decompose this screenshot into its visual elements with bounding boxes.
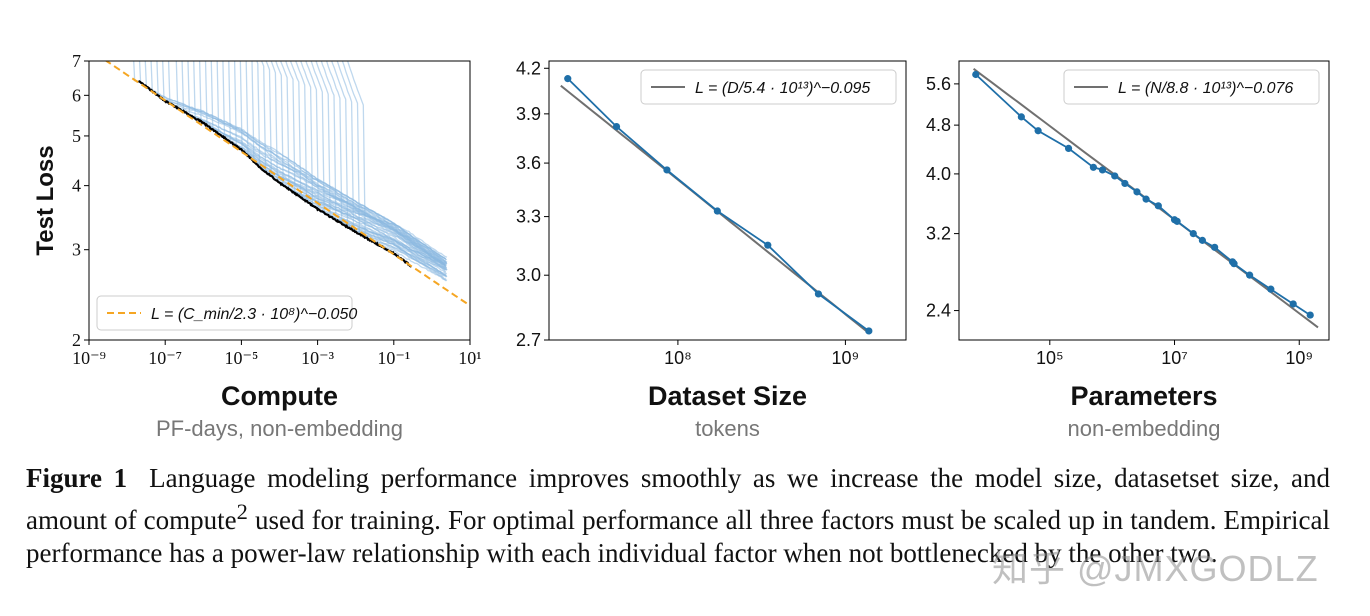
compute-efficient-frontier: [137, 79, 412, 268]
x-axis-label: Dataset Size: [648, 381, 807, 411]
legend-box: [640, 69, 897, 105]
legend-label: L = (N/8.8 · 10¹³)^−0.076: [1118, 80, 1293, 97]
y-tick-label: 2.4: [926, 301, 951, 321]
y-tick-label: 5.6: [926, 74, 951, 94]
y-tick-label: 3.2: [926, 224, 951, 244]
data-point: [814, 290, 823, 298]
y-tick-label: 4.2: [516, 58, 541, 78]
watermark: 知乎 @JMXGODLZ: [992, 548, 1319, 589]
panel-1-frame: [88, 60, 471, 341]
data-point: [1211, 243, 1219, 251]
data-point: [663, 166, 671, 174]
y-tick-label: 3: [72, 240, 81, 260]
panel-2-axes: 10⁸ 10⁹ 2.7 3.0 3.3 3.6 3.9 4.2 Dataset Size toke…: [516, 58, 907, 441]
x-tick-label: 10⁻⁵: [225, 348, 259, 368]
legend-label: L = (D/5.4 · 10¹³)^−0.095: [695, 80, 870, 97]
x-axis-sublabel: PF-days, non-embedding: [156, 416, 403, 441]
data-point: [1142, 195, 1150, 203]
run-curve: [280, 61, 448, 263]
panel-2-frame: [548, 60, 907, 341]
caption-footnote-mark: 2: [236, 499, 248, 524]
y-tick-label: 4: [72, 176, 81, 196]
x-tick-label: 10⁻⁷: [148, 348, 182, 368]
x-axis-sublabel: tokens: [695, 416, 760, 441]
x-tick-label: 10⁷: [1161, 348, 1188, 368]
x-tick-label: 10⁵: [1036, 348, 1063, 368]
figure-canvas: 10⁻⁹ 10⁻⁷ 10⁻⁵ 10⁻³ 10⁻¹ 10¹ 2 3 4 5 6 7 Compute PF-d…: [32, 51, 1330, 441]
run-curve: [331, 61, 448, 269]
x-tick-label: 10⁹: [832, 348, 860, 368]
run-curve: [315, 61, 447, 265]
y-axis-label: Test Loss: [32, 145, 59, 255]
data-point: [1133, 188, 1141, 196]
y-tick-label: 6: [72, 85, 81, 105]
legend-label: L = (C_min/2.3 · 10⁸)^−0.050: [151, 306, 357, 323]
panel-3-legend: L = (N/8.8 · 10¹³)^−0.076: [1063, 69, 1320, 105]
data-point: [1098, 166, 1107, 174]
data-point: [865, 327, 873, 335]
panel-2-plot: [560, 75, 873, 335]
data-point: [1230, 260, 1238, 268]
run-curve: [285, 61, 446, 267]
data-point: [972, 70, 980, 79]
y-tick-label: 3.0: [516, 265, 541, 285]
data-point: [1121, 179, 1129, 188]
data-point: [1289, 300, 1297, 308]
x-tick-label: 10¹: [458, 348, 481, 368]
data-point: [764, 241, 772, 249]
y-tick-label: 7: [72, 51, 81, 71]
data-point: [1267, 285, 1275, 293]
data-point: [1017, 113, 1025, 121]
y-tick-label: 5: [72, 126, 81, 146]
data-point: [1198, 236, 1207, 244]
y-tick-label: 3.6: [516, 153, 541, 173]
panel-3-plot: [972, 68, 1319, 329]
legend-box: [1063, 69, 1320, 105]
x-tick-label: 10⁻¹: [377, 348, 410, 368]
data-point: [612, 122, 621, 131]
data-point: [1246, 271, 1254, 279]
data-point: [1306, 311, 1314, 319]
series-line: [975, 73, 1311, 316]
panel-1-axes: 10⁻⁹ 10⁻⁷ 10⁻⁵ 10⁻³ 10⁻¹ 10¹ 2 3 4 5 6 7 Compute PF-d…: [32, 51, 482, 441]
power-law-fit-line: [104, 61, 470, 307]
caption-text-after: used for training. For optimal performan…: [26, 505, 1331, 568]
data-point: [1064, 144, 1073, 153]
y-tick-label: 2: [72, 330, 81, 350]
y-tick-label: 2.7: [516, 330, 541, 350]
x-axis-label: Parameters: [1070, 381, 1217, 411]
data-point: [1154, 202, 1162, 210]
x-axis-sublabel: non-embedding: [1068, 416, 1221, 441]
y-tick-label: 4.8: [926, 115, 951, 135]
data-point: [1111, 172, 1119, 180]
panel-1-plot: [104, 61, 470, 307]
x-tick-label: 10⁸: [664, 348, 692, 368]
x-tick-label: 10⁻³: [301, 348, 335, 368]
x-tick-label: 10⁹: [1285, 348, 1313, 368]
x-axis-label: Compute: [221, 381, 338, 411]
series-line: [567, 77, 870, 332]
legend-box: [96, 295, 353, 331]
data-point: [713, 207, 721, 215]
panel-3-axes: 10⁵ 10⁷ 10⁹ 2.4 3.2 4.0 4.8 5.6 Parameters non-em…: [926, 60, 1330, 441]
run-curve: [193, 61, 448, 269]
caption-label: Figure 1: [26, 463, 128, 493]
data-point: [1173, 217, 1181, 225]
run-curve: [270, 61, 448, 265]
panel-1-legend: L = (C_min/2.3 · 10⁸)^−0.050: [96, 295, 357, 331]
panel-3-frame: [958, 60, 1330, 341]
caption-text: Language modeling performance improves s…: [26, 463, 1330, 535]
x-tick-label: 10⁻⁹: [72, 348, 106, 368]
panel-2-legend: L = (D/5.4 · 10¹³)^−0.095: [640, 69, 897, 105]
data-point: [1189, 230, 1197, 238]
data-point: [1089, 163, 1097, 171]
y-tick-label: 3.3: [516, 207, 541, 227]
figure-caption: Figure 1 Language modeling performance im…: [26, 462, 1330, 570]
y-tick-label: 4.0: [926, 164, 951, 184]
data-point: [1034, 127, 1042, 135]
y-tick-label: 3.9: [516, 104, 541, 124]
run-curve: [233, 61, 447, 268]
data-point: [564, 75, 572, 83]
